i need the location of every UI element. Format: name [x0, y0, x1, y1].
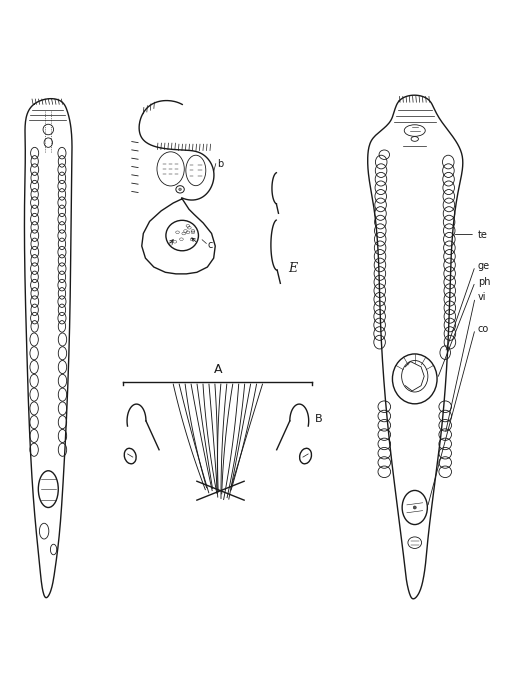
Text: vi: vi	[478, 293, 486, 302]
Text: ph: ph	[478, 276, 490, 287]
Ellipse shape	[413, 506, 416, 509]
Text: B: B	[315, 414, 323, 424]
Text: te: te	[478, 230, 488, 239]
Text: co: co	[478, 324, 489, 334]
Text: ge: ge	[478, 261, 490, 271]
Ellipse shape	[178, 188, 182, 190]
Text: c: c	[207, 240, 213, 250]
Text: E: E	[288, 262, 297, 275]
Text: b: b	[217, 159, 223, 169]
Text: A: A	[214, 363, 222, 377]
